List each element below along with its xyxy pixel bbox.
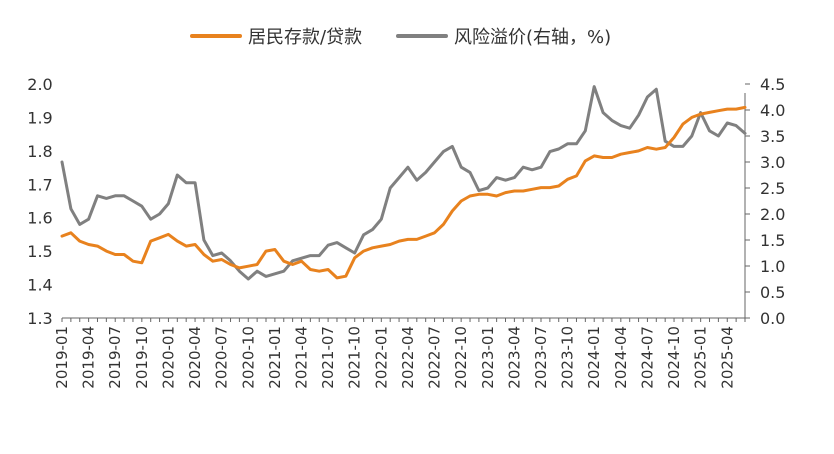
y-right-tick-label: 3.0: [760, 153, 785, 172]
x-tick-label: 2023-04: [505, 326, 523, 389]
x-tick-label: 2020-01: [159, 326, 177, 389]
x-tick-label: 2022-10: [452, 326, 470, 389]
y-left-tick-label: 1.9: [27, 108, 52, 127]
x-tick-label: 2019-04: [80, 326, 98, 389]
x-tick-label: 2020-04: [186, 326, 204, 389]
y-left-tick-label: 2.0: [27, 75, 52, 94]
series-layer: [60, 85, 747, 281]
legend-label-series-2: 风险溢价(右轴，%): [454, 27, 611, 48]
x-tick-label: 2024-01: [585, 326, 603, 389]
x-tick-label: 2023-01: [479, 326, 497, 389]
x-tick-label: 2021-04: [292, 326, 310, 389]
x-tick-label: 2024-04: [612, 326, 630, 389]
y-right-tick-label: 4.0: [760, 101, 785, 120]
y-right-tick-label: 0.5: [760, 283, 785, 302]
x-tick-label: 2019-07: [106, 326, 124, 389]
y-left-ticks: 1.3 1.4 1.5 1.6 1.7 1.8 1.9 2.0: [27, 75, 52, 328]
x-tick-label: 2021-01: [266, 326, 284, 389]
series-line-1: [60, 105, 747, 280]
x-tick-label: 2025-04: [718, 326, 736, 389]
y-right-tick-label: 0.0: [760, 309, 785, 328]
x-tick-label: 2022-01: [372, 326, 390, 389]
y-left-tick-label: 1.5: [27, 242, 52, 261]
y-left-tick-label: 1.8: [27, 142, 52, 161]
x-tick-label: 2022-07: [426, 326, 444, 389]
x-tick-label: 2023-10: [559, 326, 577, 389]
x-tick-label: 2025-01: [692, 326, 710, 389]
x-tick-label: 2020-10: [239, 326, 257, 389]
y-left-tick-label: 1.6: [27, 209, 52, 228]
x-tick-label: 2021-10: [346, 326, 364, 389]
y-right-tick-label: 3.5: [760, 127, 785, 146]
x-ticks: 2019-01 2019-04 2019-07 2019-10 2020-01 2020-…: [53, 318, 746, 389]
legend-label-series-1: 居民存款/贷款: [248, 27, 362, 48]
y-left-tick-label: 1.3: [27, 309, 52, 328]
x-tick-label: 2024-10: [665, 326, 683, 389]
legend: 居民存款/贷款 风险溢价(右轴，%): [190, 27, 611, 48]
x-tick-label: 2019-01: [53, 326, 71, 389]
y-left-tick-label: 1.4: [27, 276, 52, 295]
y-right-tick-label: 1.5: [760, 231, 785, 250]
y-left-tick-label: 1.7: [27, 175, 52, 194]
series-line-2: [60, 85, 747, 281]
y-right-ticks: 0.0 0.5 1.0 1.5 2.0 2.5 3.0 3.5 4.0 4.5: [745, 75, 785, 328]
x-tick-label: 2023-07: [532, 326, 550, 389]
y-right-tick-label: 4.5: [760, 75, 785, 94]
x-tick-label: 2021-07: [319, 326, 337, 389]
x-tick-label: 2019-10: [133, 326, 151, 389]
x-tick-label: 2020-07: [213, 326, 231, 389]
x-tick-label: 2022-04: [399, 326, 417, 389]
y-right-tick-label: 2.0: [760, 205, 785, 224]
x-tick-label: 2024-07: [638, 326, 656, 389]
y-right-tick-label: 2.5: [760, 179, 785, 198]
y-right-tick-label: 1.0: [760, 257, 785, 276]
